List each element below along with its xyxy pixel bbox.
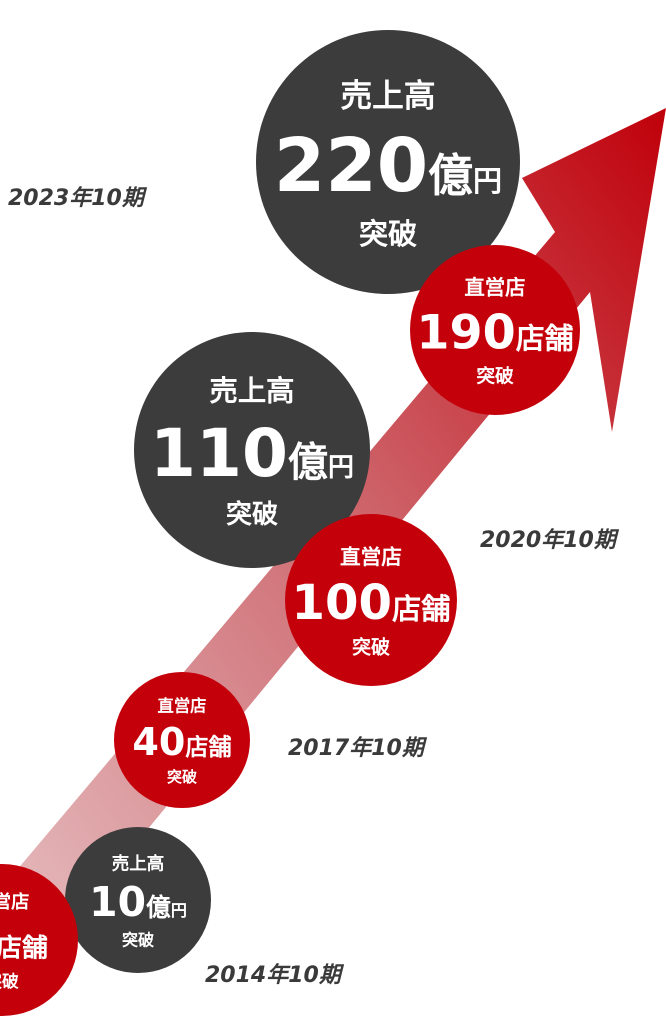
circle-head: 直営店 <box>464 275 525 299</box>
circle-unit: 億 <box>428 149 473 202</box>
milestone-circle <box>410 245 580 415</box>
circle-sub-unit: 円 <box>473 164 502 198</box>
circle-foot: 突破 <box>352 635 390 658</box>
circle-number: 190 <box>416 306 515 361</box>
circle-number: 40 <box>132 720 185 764</box>
circle-head: 売上高 <box>340 79 435 115</box>
circle-main: 40店舗 <box>132 720 231 764</box>
circle-head: 直営店 <box>0 891 29 913</box>
circle-foot: 突破 <box>476 366 514 388</box>
circle-foot: 突破 <box>0 971 19 991</box>
circle-head: 売上高 <box>210 374 295 407</box>
circle-main: 10億円 <box>89 878 187 926</box>
circle-main: 220億円 <box>274 123 502 209</box>
milestone-circle <box>285 514 457 686</box>
circle-number: 110 <box>150 415 288 492</box>
milestone-circle <box>65 827 211 973</box>
circle-foot: 突破 <box>359 217 417 251</box>
circle-unit: 店舗 <box>0 934 48 964</box>
milestone-circle <box>0 864 78 1016</box>
circle-head: 直営店 <box>340 545 402 569</box>
circle-foot: 突破 <box>122 930 155 949</box>
milestone-circle <box>114 672 250 808</box>
circle-main: 110億円 <box>150 415 354 492</box>
circle-unit: 店舗 <box>392 592 450 626</box>
circle-foot: 突破 <box>226 499 278 530</box>
circle-sub-unit: 円 <box>328 453 354 483</box>
circle-foot: 突破 <box>167 768 197 786</box>
circle-sub-unit: 円 <box>171 901 187 920</box>
period-label: 2023年10期 <box>8 185 148 211</box>
period-label: 2020年10期 <box>480 527 620 553</box>
circle-main: 店舗 <box>0 934 48 964</box>
circle-head: 売上高 <box>112 853 165 874</box>
circle-number: 10 <box>89 878 146 926</box>
period-label: 2014年10期 <box>205 962 345 988</box>
circle-number: 100 <box>291 575 392 631</box>
circle-main: 190店舗 <box>416 306 573 361</box>
circle-unit: 店舗 <box>516 322 574 356</box>
milestone-circle <box>256 30 520 294</box>
period-label: 2017年10期 <box>288 735 428 761</box>
milestone-circle <box>134 332 370 568</box>
circle-head: 直営店 <box>158 696 207 715</box>
circle-unit: 億 <box>288 440 328 486</box>
circle-unit: 店舗 <box>185 735 231 761</box>
circle-main: 100店舗 <box>291 575 450 631</box>
circle-unit: 億 <box>146 893 171 922</box>
circle-number: 220 <box>274 123 428 209</box>
